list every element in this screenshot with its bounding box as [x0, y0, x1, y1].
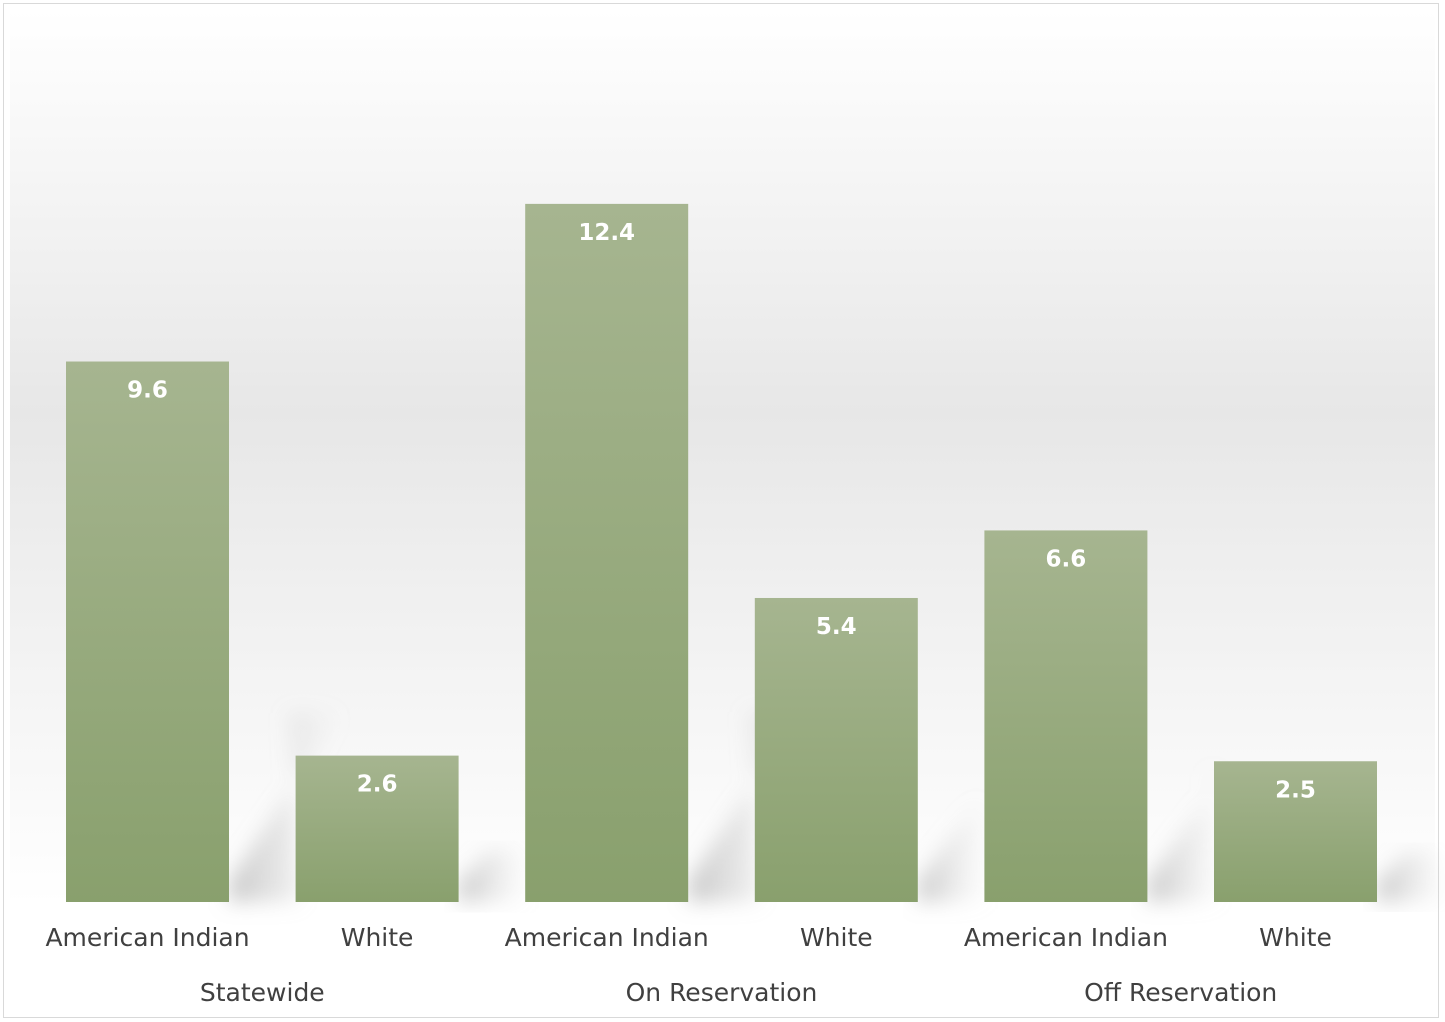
- category-labels: American Indian White American Indian White…: [45, 923, 1331, 952]
- group-label: Off Reservation: [1084, 978, 1277, 1007]
- group-label: On Reservation: [626, 978, 818, 1007]
- value-label: 9.6: [127, 378, 168, 404]
- bar-statewide-white: [295, 755, 459, 902]
- value-label: 12.4: [578, 220, 635, 246]
- bar-off-reservation-white: [1214, 761, 1377, 902]
- bars: [66, 203, 1377, 902]
- bar-shadows: [229, 712, 1445, 902]
- category-label: White: [1259, 923, 1332, 952]
- bar-shadow: [688, 712, 803, 902]
- value-label: 2.5: [1275, 777, 1316, 803]
- category-label: American Indian: [45, 923, 249, 952]
- group-labels: Statewide On Reservation Off Reservation: [200, 978, 1277, 1007]
- value-labels: 9.6 2.6 12.4 5.4 6.6 2.5: [127, 220, 1316, 803]
- value-label: 6.6: [1046, 546, 1087, 572]
- category-label: White: [341, 923, 414, 952]
- bar-statewide-american-indian: [66, 361, 229, 902]
- plot-background: [10, 10, 1435, 905]
- value-label: 5.4: [816, 614, 857, 640]
- bar-shadow: [1147, 771, 1226, 902]
- bar-on-reservation-american-indian: [525, 203, 689, 902]
- bar-shadow: [458, 850, 529, 902]
- bar-shadow: [917, 795, 988, 902]
- category-label: American Indian: [964, 923, 1168, 952]
- bar-on-reservation-white: [754, 597, 918, 902]
- category-label: White: [800, 923, 873, 952]
- bar-shadow: [229, 712, 343, 902]
- bar-shadow: [1377, 852, 1445, 902]
- category-label: American Indian: [505, 923, 709, 952]
- value-label: 2.6: [357, 772, 398, 798]
- bar-off-reservation-american-indian: [984, 530, 1148, 902]
- group-label: Statewide: [200, 978, 325, 1007]
